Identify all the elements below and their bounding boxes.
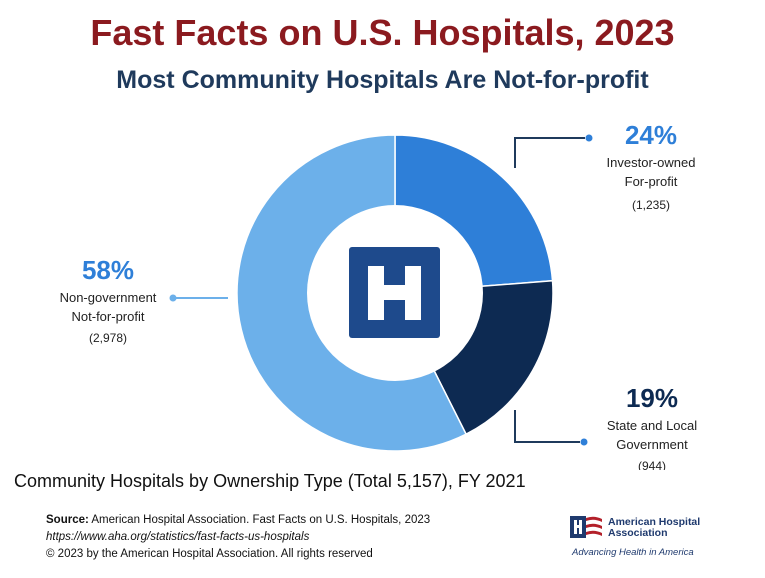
label-line1-government: State and Local (607, 418, 697, 433)
page-subtitle: Most Community Hospitals Are Not-for-pro… (116, 66, 649, 94)
label-line2-nonprofit: Not-for-profit (72, 309, 145, 324)
label-count-government: (944) (638, 459, 666, 470)
label-percent-nonprofit: 58% (82, 255, 134, 285)
chart-caption: Community Hospitals by Ownership Type (T… (14, 471, 526, 491)
hospital-h-icon (349, 247, 440, 338)
label-count-nonprofit: (2,978) (89, 331, 127, 345)
aha-logo: American Hospital Association Advancing … (568, 510, 718, 558)
label-line2-government: Government (616, 437, 688, 452)
label-percent-government: 19% (626, 383, 678, 413)
leader-line-investor (514, 134, 593, 168)
leader-line-nonprofit (169, 294, 228, 302)
aha-logo-tagline: Advancing Health in America (572, 547, 694, 558)
source-url[interactable]: https://www.aha.org/statistics/fast-fact… (46, 531, 310, 543)
label-line2-investor: For-profit (625, 174, 678, 189)
page-title: Fast Facts on U.S. Hospitals, 2023 (90, 12, 675, 53)
source-text: American Hospital Association. Fast Fact… (91, 514, 431, 526)
label-percent-investor: 24% (625, 120, 677, 150)
donut-chart: 24% Investor-owned For-profit (1,235) 19… (60, 120, 698, 470)
copyright-text: © 2023 by the American Hospital Associat… (46, 548, 373, 560)
aha-flag-icon (570, 516, 602, 538)
source-block: Source: American Hospital Association. F… (46, 512, 430, 563)
leader-line-government (514, 410, 588, 446)
label-count-investor: (1,235) (632, 198, 670, 212)
label-line1-nonprofit: Non-government (60, 290, 157, 305)
label-line1-investor: Investor-owned (607, 155, 696, 170)
source-label: Source: (46, 514, 89, 526)
source-line: Source: American Hospital Association. F… (46, 512, 430, 529)
aha-logo-name: American Hospital Association (608, 516, 701, 539)
